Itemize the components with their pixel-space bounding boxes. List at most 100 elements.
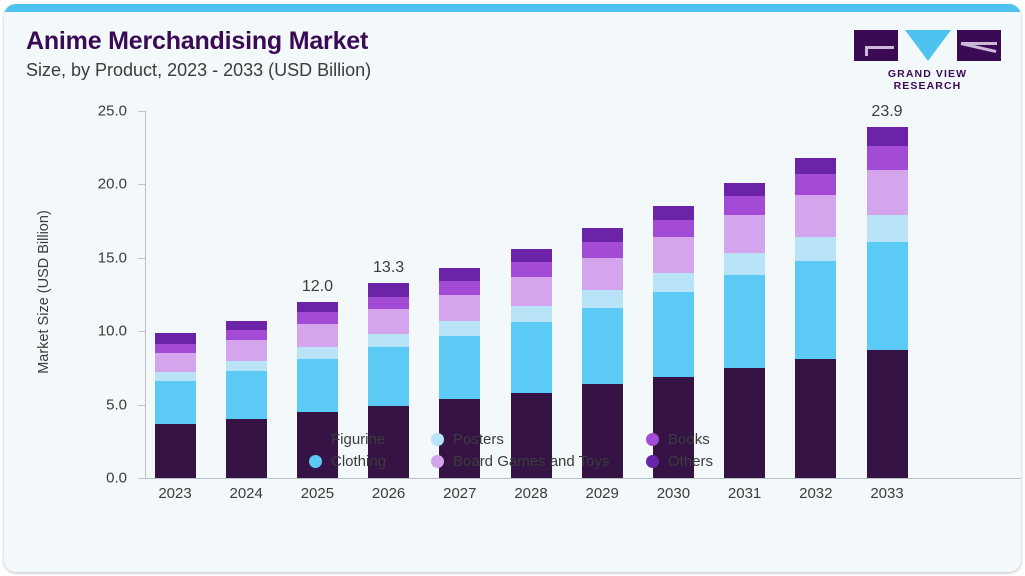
x-axis-tick-label: 2023 xyxy=(158,485,192,502)
bar-segment-others[interactable] xyxy=(368,282,410,298)
bar-segment-books[interactable] xyxy=(866,146,908,170)
bar-2032[interactable] xyxy=(795,158,837,478)
bar-segment-others[interactable] xyxy=(154,332,196,345)
bar-segment-posters[interactable] xyxy=(581,290,623,308)
bar-segment-clothing[interactable] xyxy=(225,370,267,420)
bar-segment-posters[interactable] xyxy=(439,320,481,336)
bar-segment-figurine[interactable] xyxy=(652,376,694,478)
bar-segment-board-games-and-toys[interactable] xyxy=(724,215,766,254)
page-title: Anime Merchandising Market xyxy=(26,27,369,55)
bar-segment-others[interactable] xyxy=(225,320,267,330)
bar-segment-clothing[interactable] xyxy=(154,381,196,424)
legend-item-posters[interactable]: Posters xyxy=(431,428,646,450)
bar-segment-figurine[interactable] xyxy=(795,359,837,478)
logo-r-icon xyxy=(957,30,1001,61)
grand-view-research-logo: GRAND VIEW RESEARCH xyxy=(854,30,1001,92)
bar-segment-clothing[interactable] xyxy=(866,241,908,351)
bar-segment-board-games-and-toys[interactable] xyxy=(154,353,196,373)
y-axis-tick-label: 15.0 xyxy=(97,249,127,267)
bar-segment-others[interactable] xyxy=(866,127,908,147)
bar-segment-figurine[interactable] xyxy=(510,392,552,478)
y-axis-line xyxy=(145,111,146,478)
bar-segment-board-games-and-toys[interactable] xyxy=(368,309,410,335)
bar-segment-posters[interactable] xyxy=(795,237,837,261)
bar-segment-books[interactable] xyxy=(296,312,338,324)
bar-segment-board-games-and-toys[interactable] xyxy=(795,194,837,238)
bar-segment-posters[interactable] xyxy=(225,360,267,371)
bar-segment-books[interactable] xyxy=(724,196,766,216)
bar-segment-posters[interactable] xyxy=(510,306,552,323)
bar-segment-others[interactable] xyxy=(296,301,338,313)
bar-segment-board-games-and-toys[interactable] xyxy=(225,340,267,361)
bar-segment-others[interactable] xyxy=(652,206,694,220)
bar-segment-board-games-and-toys[interactable] xyxy=(581,257,623,291)
bar-2025[interactable]: 12.0 xyxy=(296,278,338,478)
bar-segment-board-games-and-toys[interactable] xyxy=(866,169,908,216)
bar-segment-clothing[interactable] xyxy=(581,307,623,385)
bar-segment-books[interactable] xyxy=(510,262,552,277)
bar-2029[interactable] xyxy=(581,228,623,478)
bar-segment-posters[interactable] xyxy=(866,215,908,242)
top-accent-bar xyxy=(4,4,1021,12)
bar-segment-clothing[interactable] xyxy=(724,275,766,368)
bar-2031[interactable] xyxy=(724,182,766,478)
bar-segment-books[interactable] xyxy=(581,241,623,258)
bar-segment-others[interactable] xyxy=(724,182,766,197)
bar-segment-board-games-and-toys[interactable] xyxy=(296,323,338,348)
bar-segment-clothing[interactable] xyxy=(510,322,552,393)
legend-swatch-icon xyxy=(646,432,659,446)
legend-item-others[interactable]: Others xyxy=(646,450,739,472)
bar-segment-figurine[interactable] xyxy=(225,419,267,478)
y-axis-tick-label: 5.0 xyxy=(106,396,127,414)
bar-segment-figurine[interactable] xyxy=(724,367,766,478)
legend-item-clothing[interactable]: Clothing xyxy=(309,450,431,472)
bar-segment-others[interactable] xyxy=(510,249,552,263)
bar-2023[interactable] xyxy=(154,332,196,478)
bar-segment-board-games-and-toys[interactable] xyxy=(510,276,552,307)
bar-segment-board-games-and-toys[interactable] xyxy=(439,294,481,321)
bar-segment-posters[interactable] xyxy=(724,253,766,276)
chart-header: Anime Merchandising Market Size, by Prod… xyxy=(26,26,1001,92)
bar-segment-figurine[interactable] xyxy=(154,423,196,478)
bar-segment-clothing[interactable] xyxy=(296,359,338,412)
bar-2033[interactable]: 23.9 xyxy=(866,103,908,478)
bar-segment-posters[interactable] xyxy=(368,334,410,348)
bar-segment-figurine[interactable] xyxy=(439,398,481,478)
legend-label: Board Games and Toys xyxy=(453,452,610,470)
bar-segment-posters[interactable] xyxy=(652,272,694,292)
bar-segment-board-games-and-toys[interactable] xyxy=(652,237,694,273)
bar-segment-others[interactable] xyxy=(795,158,837,175)
bar-segment-figurine[interactable] xyxy=(368,406,410,478)
bar-2030[interactable] xyxy=(652,206,694,478)
bar-segment-posters[interactable] xyxy=(154,372,196,382)
logo-g-icon xyxy=(854,30,898,61)
bar-segment-clothing[interactable] xyxy=(368,347,410,407)
bar-value-label: 23.9 xyxy=(871,103,903,121)
bar-segment-clothing[interactable] xyxy=(439,335,481,399)
y-axis-tick-label: 0.0 xyxy=(106,469,127,487)
bar-2028[interactable] xyxy=(510,249,552,478)
bar-segment-posters[interactable] xyxy=(296,347,338,360)
legend-label: Figurine xyxy=(331,430,386,448)
legend-item-books[interactable]: Books xyxy=(646,428,739,450)
legend-swatch-icon xyxy=(309,432,322,446)
bar-segment-books[interactable] xyxy=(795,174,837,195)
legend-item-figurine[interactable]: Figurine xyxy=(309,428,431,450)
bar-segment-figurine[interactable] xyxy=(581,384,623,478)
bar-segment-books[interactable] xyxy=(225,329,267,341)
legend-item-board-games-and-toys[interactable]: Board Games and Toys xyxy=(431,450,646,472)
legend-swatch-icon xyxy=(309,454,322,468)
bar-segment-others[interactable] xyxy=(581,228,623,242)
bar-segment-clothing[interactable] xyxy=(795,260,837,360)
bar-segment-books[interactable] xyxy=(368,297,410,310)
legend-label: Posters xyxy=(453,430,504,448)
bar-segment-books[interactable] xyxy=(154,344,196,354)
bar-segment-books[interactable] xyxy=(439,281,481,295)
bar-segment-others[interactable] xyxy=(439,268,481,282)
bar-2027[interactable] xyxy=(439,268,481,478)
bar-segment-figurine[interactable] xyxy=(866,350,908,478)
bar-segment-clothing[interactable] xyxy=(652,291,694,377)
bar-2026[interactable]: 13.3 xyxy=(368,259,410,478)
bar-segment-books[interactable] xyxy=(652,219,694,238)
bar-2024[interactable] xyxy=(225,320,267,478)
